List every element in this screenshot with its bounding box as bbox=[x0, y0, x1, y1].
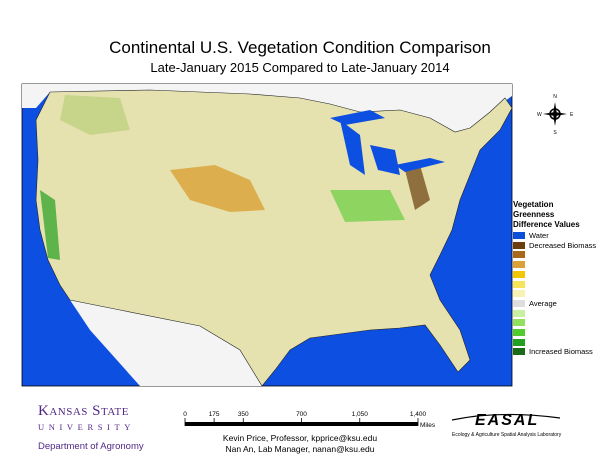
scale-tick-label: 350 bbox=[238, 411, 249, 418]
patch bbox=[60, 95, 130, 135]
legend-swatch bbox=[513, 232, 525, 239]
compass-s: S bbox=[553, 130, 557, 136]
legend-title: Vegetation Greenness Difference Values bbox=[513, 200, 580, 229]
ksu-name: Kansas State bbox=[38, 403, 129, 419]
legend-swatch bbox=[513, 338, 525, 346]
easal-swoosh bbox=[451, 413, 561, 421]
legend-swatch bbox=[513, 319, 525, 327]
legend-label: Decreased Biomass bbox=[529, 240, 597, 250]
legend-swatch bbox=[513, 329, 525, 336]
patch bbox=[405, 165, 430, 210]
credit-line: Nan An, Lab Manager, nanan@ksu.edu bbox=[225, 444, 375, 454]
title: Continental U.S. Vegetation Condition Co… bbox=[109, 38, 491, 57]
ksu-department: Department of Agronomy bbox=[38, 441, 144, 452]
patch bbox=[40, 190, 60, 260]
ksu-university: UNIVERSITY bbox=[38, 422, 135, 432]
easal-name: EASAL bbox=[475, 412, 540, 429]
legend-swatch bbox=[513, 241, 525, 249]
compass-w: W bbox=[537, 112, 542, 118]
legend-label: Increased Biomass bbox=[529, 347, 593, 357]
scale-tick-label: 700 bbox=[296, 411, 307, 418]
patch bbox=[330, 190, 405, 222]
legend-swatch bbox=[513, 251, 525, 259]
legend-swatch bbox=[513, 270, 525, 278]
subtitle: Late-January 2015 Compared to Late-Janua… bbox=[150, 60, 450, 75]
scale-tick-label: 1,400 bbox=[410, 411, 427, 418]
compass-n: N bbox=[553, 94, 557, 100]
legend-swatch bbox=[513, 309, 525, 317]
credit-line: Kevin Price, Professor, kpprice@ksu.edu bbox=[222, 433, 378, 443]
easal-full: Ecology & Agriculture Spatial Analysis L… bbox=[452, 432, 562, 438]
legend-label: Average bbox=[529, 298, 557, 308]
patch bbox=[170, 165, 265, 212]
legend-swatch bbox=[513, 280, 525, 288]
scale-tick-label: 1,050 bbox=[352, 411, 369, 418]
legend-swatch bbox=[513, 290, 525, 298]
mexico bbox=[70, 300, 262, 386]
compass: N E S W bbox=[537, 94, 574, 136]
legend-swatch bbox=[513, 299, 525, 307]
credits: Kevin Price, Professor, kpprice@ksu.edu … bbox=[170, 433, 430, 455]
canada bbox=[22, 84, 512, 132]
legend-label: Water bbox=[529, 231, 549, 240]
legend-swatch bbox=[513, 348, 525, 356]
legend-swatch bbox=[513, 261, 525, 269]
scale-unit: Miles bbox=[420, 422, 436, 429]
compass-needle bbox=[543, 102, 567, 126]
scale-tick-label: 175 bbox=[209, 411, 220, 418]
great-lakes bbox=[330, 110, 445, 175]
compass-e: E bbox=[570, 112, 574, 118]
scale-tick-label: 0 bbox=[183, 411, 187, 418]
scale-bar: 0 175 350 700 1,050 1,400 Miles bbox=[183, 411, 436, 429]
